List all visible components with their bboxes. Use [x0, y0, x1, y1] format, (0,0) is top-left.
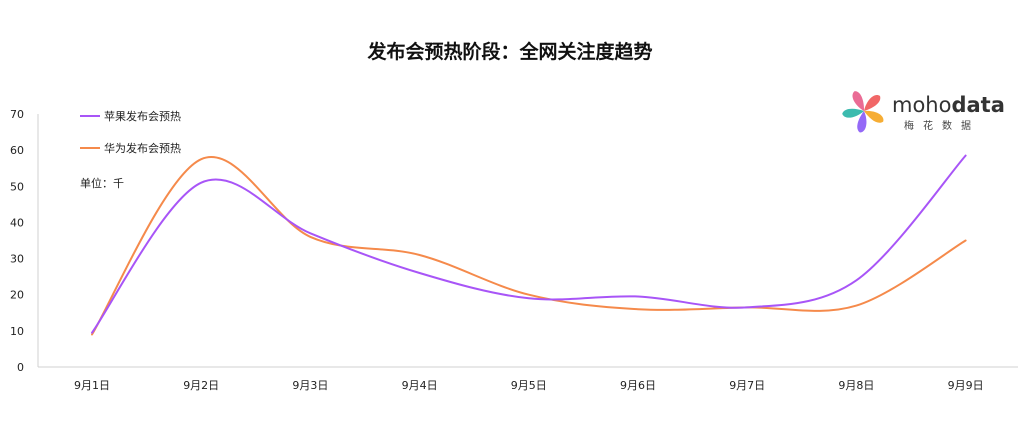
x-tick-label: 9月3日 [292, 379, 328, 392]
x-tick-label: 9月9日 [948, 379, 984, 392]
mohodata-logo: mohodata 梅花数据 [842, 91, 1005, 133]
x-tick-label: 9月6日 [620, 379, 656, 392]
x-tick-label: 9月5日 [511, 379, 547, 392]
axes: 0 10 20 30 40 50 60 70 9月1日 9月2日 9月3日 9月4日 9月5日 9月6日 9… [10, 108, 1018, 392]
x-tick-label: 9月7日 [729, 379, 765, 392]
pinwheel-logo-icon [842, 91, 884, 133]
chart-title: 发布会预热阶段：全网关注度趋势 [366, 40, 652, 63]
unit-label: 单位：千 [80, 176, 124, 190]
logo-petal [864, 110, 884, 123]
series-lines [91, 154, 967, 336]
logo-text-light: moho [892, 93, 951, 117]
series-line-0 [91, 154, 967, 334]
x-tick-label: 9月1日 [74, 379, 110, 392]
y-tick-label: 10 [10, 325, 24, 338]
logo-text-bold: data [951, 93, 1004, 117]
logo-petal [857, 111, 867, 133]
logo-petal [864, 95, 881, 111]
legend-label: 苹果发布会预热 [104, 109, 181, 123]
legend-label: 华为发布会预热 [104, 141, 181, 155]
y-tick-label: 50 [10, 180, 24, 193]
y-tick-label: 40 [10, 216, 24, 229]
y-tick-label: 60 [10, 144, 24, 157]
y-tick-label: 70 [10, 108, 24, 121]
x-tick-label: 9月8日 [838, 379, 874, 392]
logo-subtitle: 梅花数据 [904, 119, 980, 132]
x-tick-label: 9月2日 [183, 379, 219, 392]
y-tick-label: 0 [17, 361, 24, 374]
y-tick-label: 30 [10, 253, 24, 266]
y-tick-label: 20 [10, 289, 24, 302]
logo-petal [852, 91, 865, 111]
logo-wordmark: mohodata [892, 93, 1005, 117]
logo-petal [842, 108, 864, 118]
series-line-1 [91, 156, 967, 336]
x-tick-label: 9月4日 [402, 379, 438, 392]
